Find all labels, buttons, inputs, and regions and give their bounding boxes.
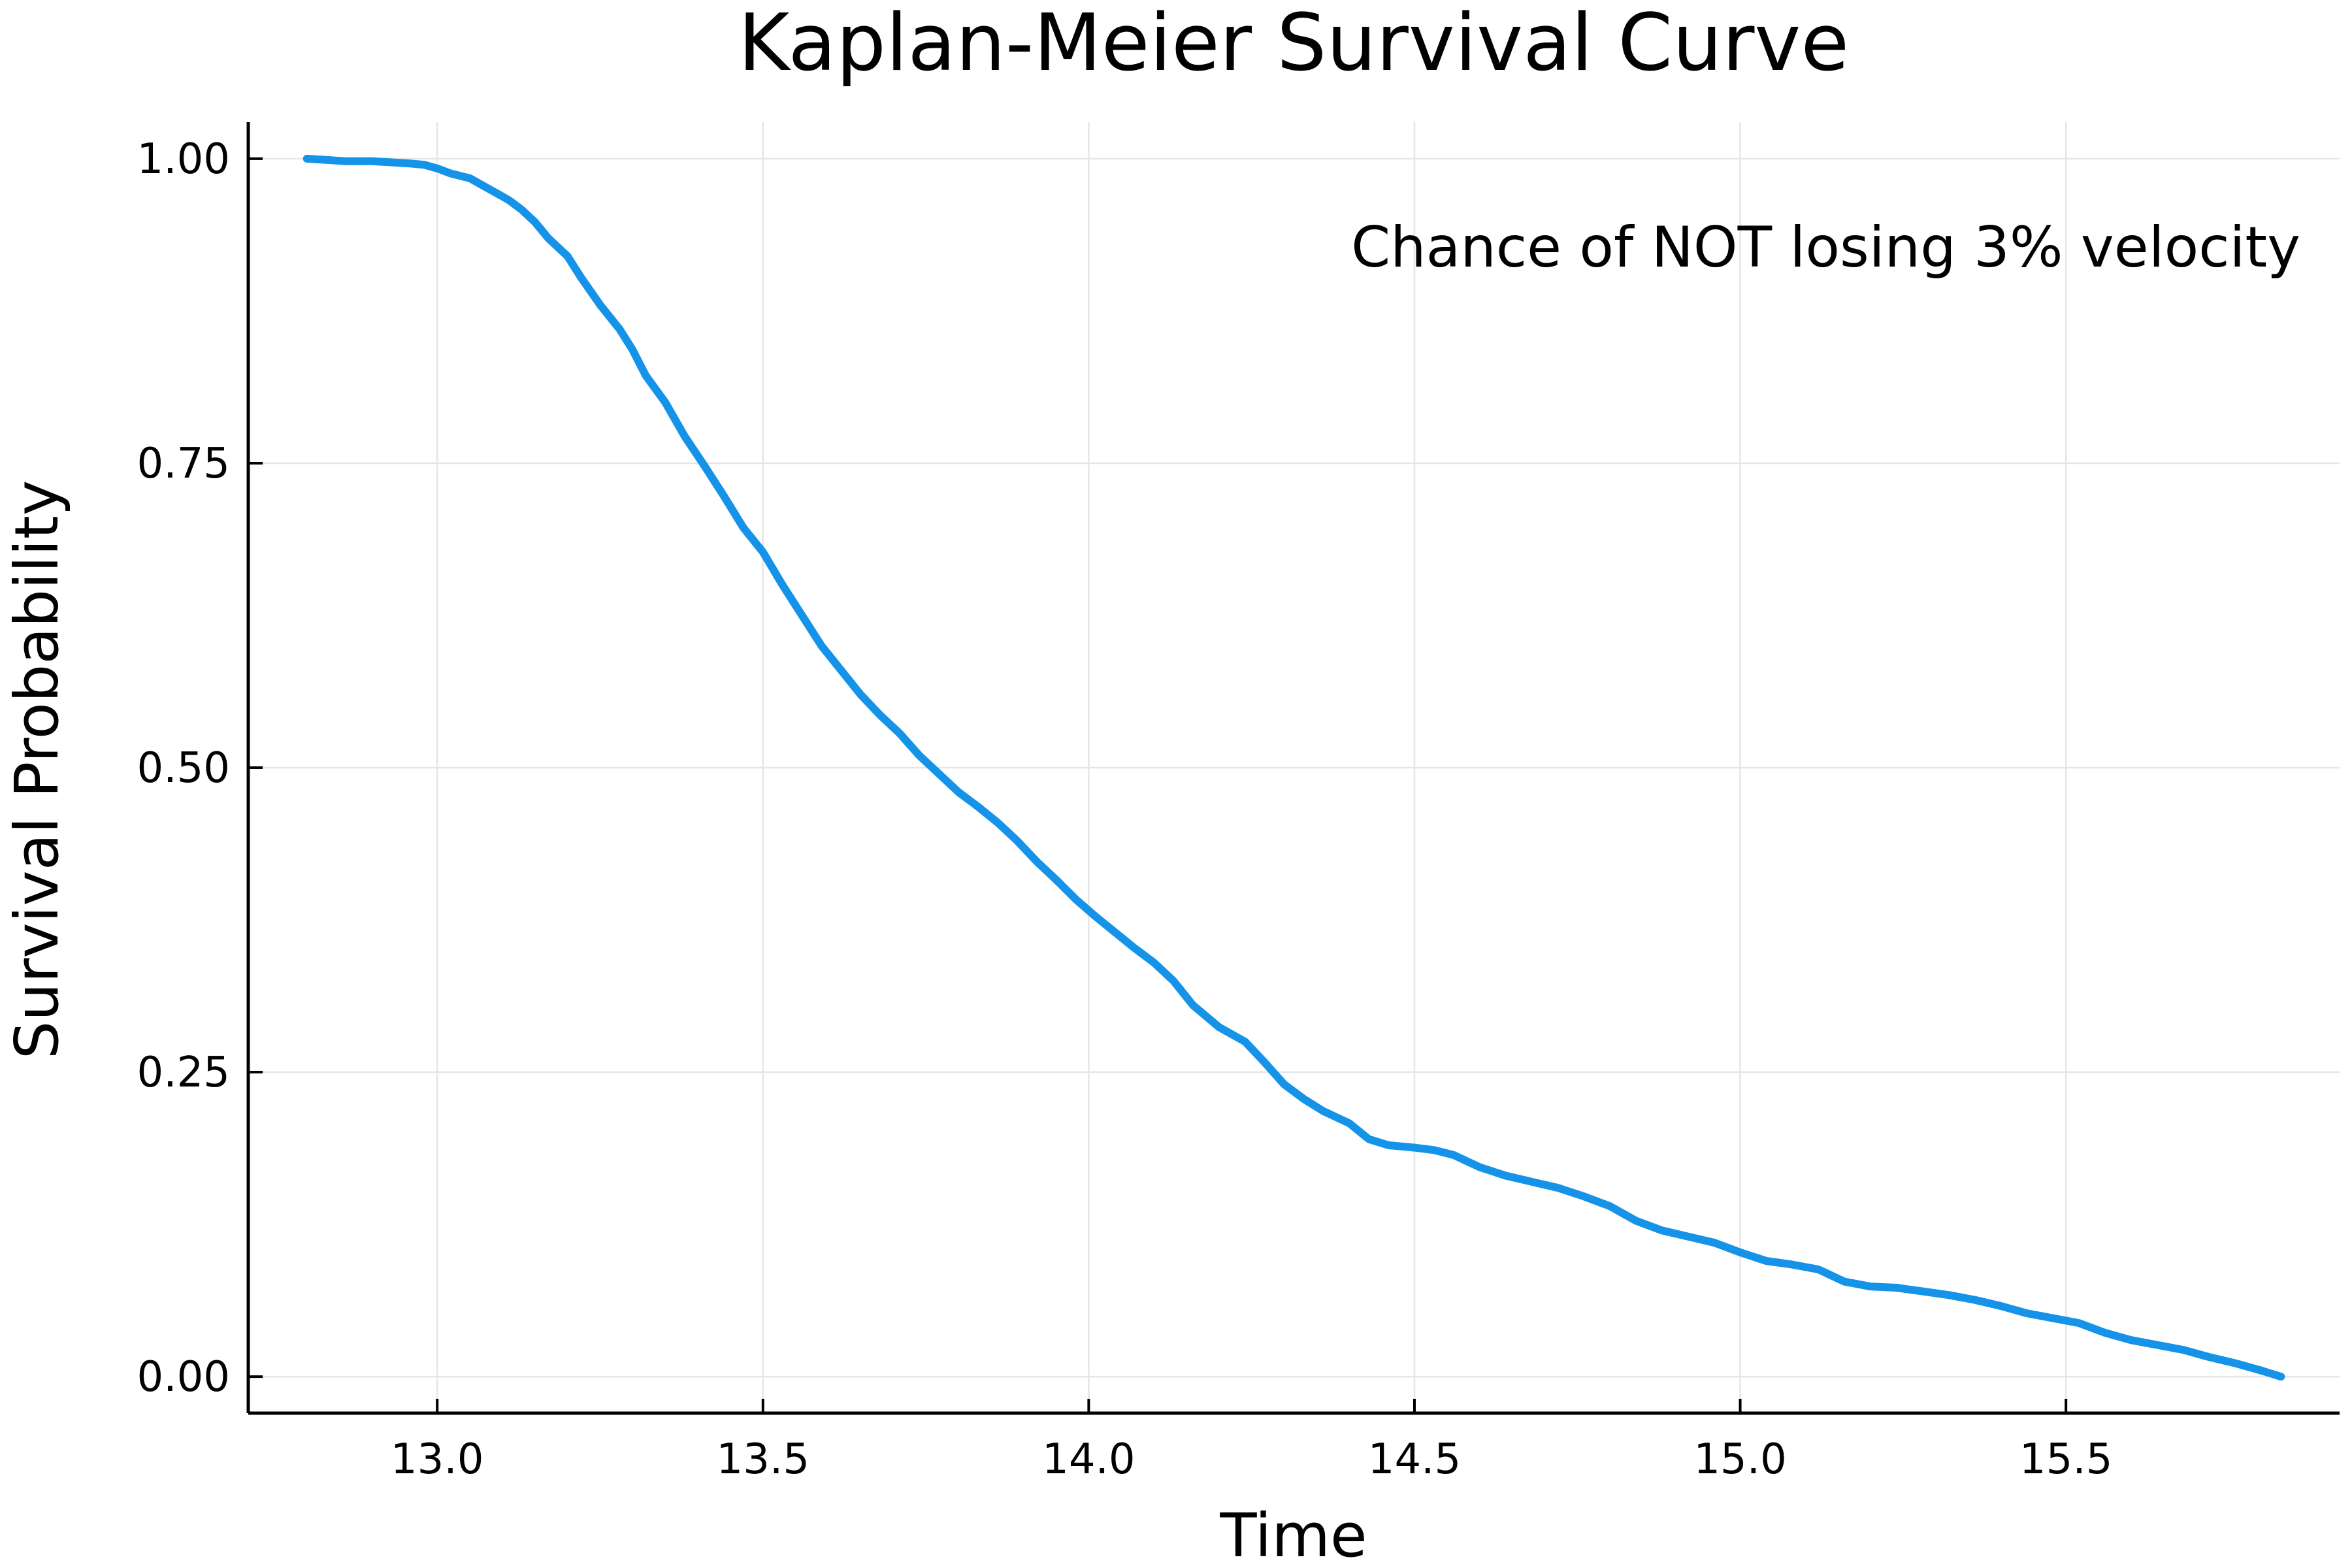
x-tick-label: 14.5 [1368,1435,1462,1484]
x-tick-label: 13.0 [391,1435,484,1484]
y-tick-label: 0.00 [137,1353,231,1401]
x-axis-label: Time [1219,1501,1367,1568]
y-tick-label: 0.75 [137,440,231,488]
axis-ticks: 13.0 13.5 14.0 14.5 15.0 15.5 0.00 0.25 0.50 0.75… [137,135,2113,1484]
y-axis-label: Survival Probability [2,480,72,1060]
y-tick-label: 0.25 [137,1049,231,1097]
grid-lines [248,122,2340,1413]
y-tick-label: 0.50 [137,744,231,792]
x-tick-label: 14.0 [1042,1435,1135,1484]
x-tick-label: 15.5 [2019,1435,2113,1484]
curve-annotation: Chance of NOT losing 3% velocity [1351,215,2300,280]
series-layer [302,154,2285,1381]
y-tick-label: 1.00 [137,135,231,184]
x-tick-label: 15.0 [1693,1435,1787,1484]
x-tick-label: 13.5 [717,1435,810,1484]
survival-curve-line [302,154,2285,1381]
chart-title: Kaplan-Meier Survival Curve [738,0,1850,89]
